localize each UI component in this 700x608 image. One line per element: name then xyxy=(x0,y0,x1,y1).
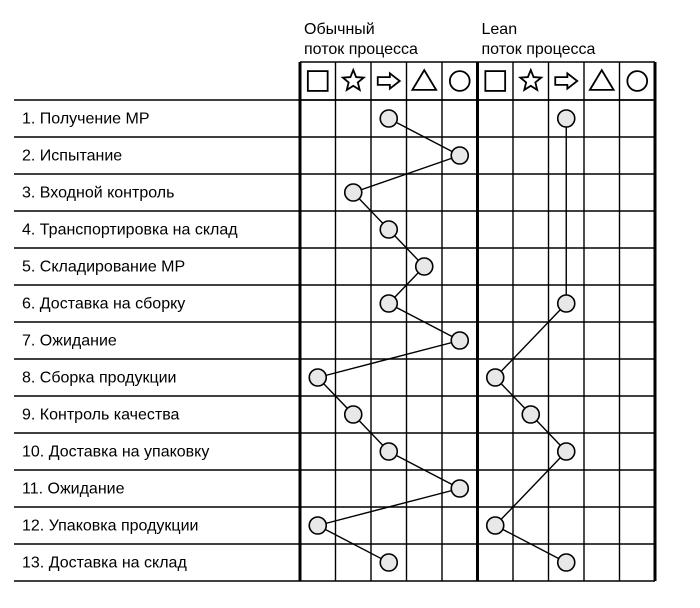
series-marker xyxy=(416,258,433,275)
row-label: 5. Складирование МР xyxy=(22,259,185,276)
row-label: 8. Сборка продукции xyxy=(22,370,176,387)
series-marker xyxy=(558,554,575,571)
series-marker xyxy=(558,110,575,127)
series-marker xyxy=(558,295,575,312)
row-label: 2. Испытание xyxy=(22,148,122,165)
row-label: 1. Получение МР xyxy=(22,111,150,128)
header-label: Обычный xyxy=(304,21,375,38)
row-label: 10. Доставка на упаковку xyxy=(22,444,209,461)
row-label: 4. Транспортировка на склад xyxy=(22,222,238,239)
row-label: 13. Доставка на склад xyxy=(22,555,187,572)
series-marker xyxy=(558,443,575,460)
series-marker xyxy=(309,369,326,386)
series-marker xyxy=(380,443,397,460)
header-label: Lean xyxy=(482,21,518,38)
series-marker xyxy=(487,517,504,534)
series-marker xyxy=(380,295,397,312)
series-marker xyxy=(380,554,397,571)
series-marker xyxy=(309,517,326,534)
row-label: 9. Контроль качества xyxy=(22,407,180,424)
series-marker xyxy=(345,406,362,423)
row-label: 6. Доставка на сборку xyxy=(22,296,185,313)
series-marker xyxy=(487,369,504,386)
header-label: поток процесса xyxy=(304,41,418,58)
series-marker xyxy=(451,147,468,164)
row-label: 7. Ожидание xyxy=(22,333,117,350)
header-label: поток процесса xyxy=(482,41,596,58)
series-marker xyxy=(380,221,397,238)
series-marker xyxy=(380,110,397,127)
process-flow-chart: Обычный поток процесса Lean поток процесса 1… xyxy=(0,0,700,608)
row-label: 12. Упаковка продукции xyxy=(22,518,198,535)
row-label: 11. Ожидание xyxy=(22,481,125,498)
series-marker xyxy=(451,332,468,349)
series-marker xyxy=(522,406,539,423)
series-marker xyxy=(345,184,362,201)
row-label: 3. Входной контроль xyxy=(22,185,174,202)
series-marker xyxy=(451,480,468,497)
